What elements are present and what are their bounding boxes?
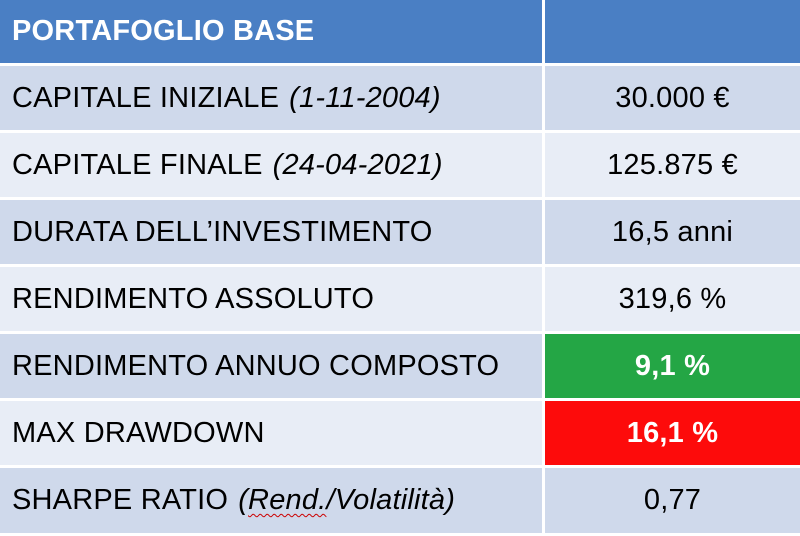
investment-duration-value: 16,5 anni [545, 200, 800, 267]
annual-compound-return-value: 9,1 % [545, 334, 800, 401]
final-capital-date: (24-04-2021) [272, 148, 443, 181]
investment-duration-label: DURATA DELL’INVESTIMENTO [0, 200, 545, 267]
absolute-return-value: 319,6 % [545, 267, 800, 334]
final-capital-value: 125.875 € [545, 133, 800, 200]
initial-capital-value: 30.000 € [545, 66, 800, 133]
annual-compound-return-label: RENDIMENTO ANNUO COMPOSTO [0, 334, 545, 401]
initial-capital-date: (1-11-2004) [289, 81, 441, 114]
table-header-value [545, 0, 800, 66]
spellcheck-underlined-word: Rend. [248, 484, 327, 516]
portfolio-title: PORTAFOGLIO BASE [12, 15, 315, 47]
absolute-return-label: RENDIMENTO ASSOLUTO [0, 267, 545, 334]
sharpe-ratio-label: SHARPE RATIO (Rend./Volatilità) [0, 468, 545, 536]
sharpe-ratio-note: (Rend./Volatilità) [238, 484, 456, 516]
sharpe-ratio-value: 0,77 [545, 468, 800, 536]
initial-capital-label: CAPITALE INIZIALE (1-11-2004) [0, 66, 545, 133]
max-drawdown-label: MAX DRAWDOWN [0, 401, 545, 468]
final-capital-label: CAPITALE FINALE (24-04-2021) [0, 133, 545, 200]
table-header-title: PORTAFOGLIO BASE [0, 0, 545, 66]
max-drawdown-value: 16,1 % [545, 401, 800, 468]
